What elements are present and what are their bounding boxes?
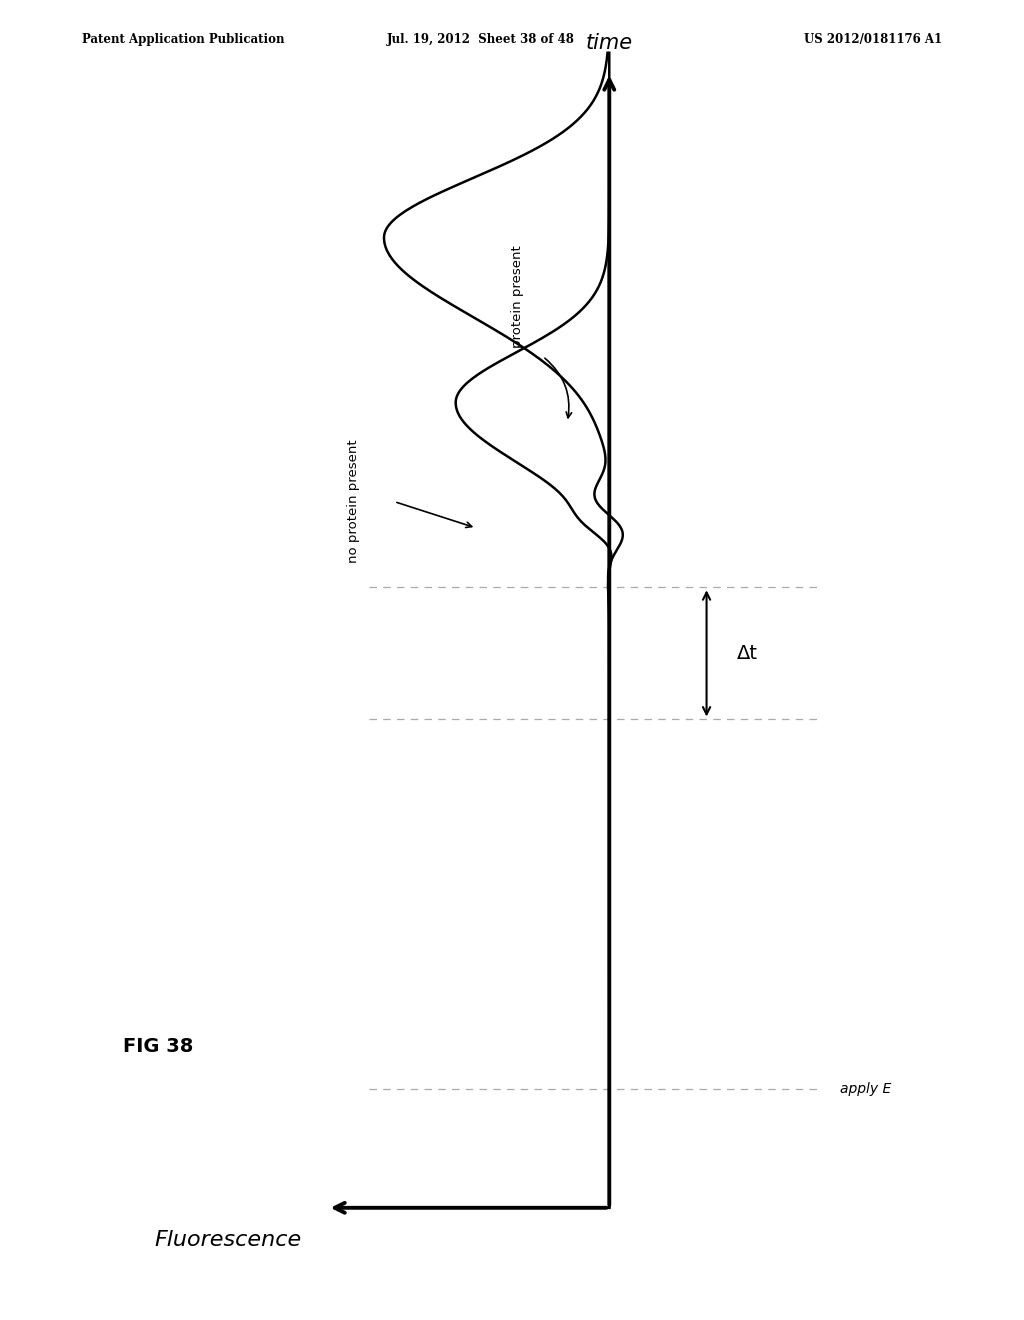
Text: Fluorescence: Fluorescence [155, 1230, 302, 1250]
Text: no protein present: no protein present [347, 440, 359, 564]
Text: Patent Application Publication: Patent Application Publication [82, 33, 285, 46]
Text: US 2012/0181176 A1: US 2012/0181176 A1 [804, 33, 942, 46]
Text: Jul. 19, 2012  Sheet 38 of 48: Jul. 19, 2012 Sheet 38 of 48 [387, 33, 575, 46]
Text: FIG 38: FIG 38 [123, 1038, 194, 1056]
Text: protein present: protein present [511, 246, 523, 348]
Text: time: time [586, 33, 633, 53]
Text: apply E: apply E [840, 1082, 891, 1096]
Text: Δt: Δt [737, 644, 759, 663]
